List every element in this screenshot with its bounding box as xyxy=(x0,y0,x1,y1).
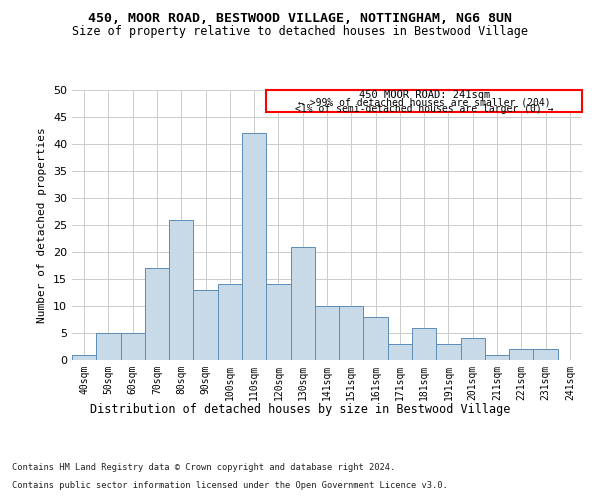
Text: Contains public sector information licensed under the Open Government Licence v3: Contains public sector information licen… xyxy=(12,481,448,490)
Bar xyxy=(364,317,388,360)
Bar xyxy=(315,306,339,360)
Bar xyxy=(533,349,558,360)
Text: 450 MOOR ROAD: 241sqm: 450 MOOR ROAD: 241sqm xyxy=(359,90,490,101)
Text: Distribution of detached houses by size in Bestwood Village: Distribution of detached houses by size … xyxy=(90,402,510,415)
Bar xyxy=(461,338,485,360)
FancyBboxPatch shape xyxy=(266,90,582,112)
Bar xyxy=(193,290,218,360)
Text: Contains HM Land Registry data © Crown copyright and database right 2024.: Contains HM Land Registry data © Crown c… xyxy=(12,464,395,472)
Bar xyxy=(266,284,290,360)
Text: Size of property relative to detached houses in Bestwood Village: Size of property relative to detached ho… xyxy=(72,25,528,38)
Text: <1% of semi-detached houses are larger (0) →: <1% of semi-detached houses are larger (… xyxy=(295,104,553,114)
Bar xyxy=(290,246,315,360)
Bar xyxy=(485,354,509,360)
Bar xyxy=(339,306,364,360)
Bar xyxy=(412,328,436,360)
Text: ← >99% of detached houses are smaller (204): ← >99% of detached houses are smaller (2… xyxy=(298,98,550,108)
Bar xyxy=(72,354,96,360)
Bar xyxy=(169,220,193,360)
Bar xyxy=(96,333,121,360)
Bar xyxy=(242,133,266,360)
Y-axis label: Number of detached properties: Number of detached properties xyxy=(37,127,47,323)
Bar xyxy=(509,349,533,360)
Bar xyxy=(436,344,461,360)
Bar xyxy=(388,344,412,360)
Bar xyxy=(145,268,169,360)
Text: 450, MOOR ROAD, BESTWOOD VILLAGE, NOTTINGHAM, NG6 8UN: 450, MOOR ROAD, BESTWOOD VILLAGE, NOTTIN… xyxy=(88,12,512,26)
Bar xyxy=(218,284,242,360)
Bar xyxy=(121,333,145,360)
